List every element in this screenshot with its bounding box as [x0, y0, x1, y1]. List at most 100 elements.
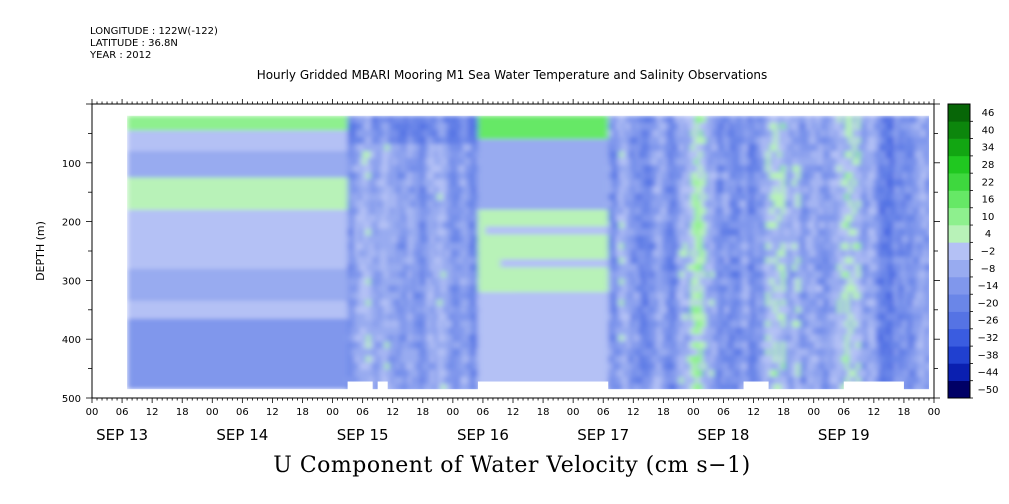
streak-cell: [355, 158, 360, 166]
streak-cell: [796, 263, 801, 272]
streak-cell: [754, 221, 760, 230]
streak-cell: [467, 221, 473, 230]
streak-cell: [747, 242, 752, 251]
streak-cell: [679, 228, 685, 237]
streak-cell: [732, 221, 737, 230]
streak-cell: [878, 200, 884, 209]
streak-cell: [415, 186, 420, 194]
streak-cell: [377, 376, 383, 385]
streak-cell: [456, 299, 461, 307]
streak-cell: [672, 278, 677, 286]
streak-cell: [615, 362, 621, 371]
streak-cell: [675, 136, 681, 145]
streak-cell: [736, 165, 741, 173]
streak-cell: [747, 369, 752, 378]
streak-cell: [769, 263, 775, 272]
streak-cell: [475, 193, 480, 202]
streak-cell: [653, 355, 658, 364]
streak-cell: [430, 214, 435, 223]
streak-cell: [694, 327, 700, 336]
streak-cell: [852, 179, 857, 187]
streak-cell: [373, 292, 379, 300]
streak-cell: [381, 151, 386, 159]
streak-cell: [411, 341, 416, 350]
streak-cell: [717, 313, 722, 321]
no-data-bottom: [92, 389, 934, 398]
streak-cell: [683, 129, 688, 138]
streak-cell: [799, 115, 805, 124]
streak-cell: [434, 376, 439, 385]
streak-cell: [890, 320, 895, 329]
streak-cell: [758, 151, 763, 159]
streak-cell: [449, 334, 454, 343]
streak-cell: [784, 256, 790, 265]
streak-cell: [751, 348, 756, 357]
streak-cell: [430, 221, 435, 230]
streak-cell: [754, 179, 760, 187]
streak-cell: [878, 256, 884, 265]
streak-cell: [897, 313, 903, 321]
streak-cell: [814, 355, 820, 364]
streak-cell: [464, 249, 469, 258]
streak-cell: [897, 278, 903, 286]
streak-cell: [385, 115, 390, 124]
streak-cell: [434, 115, 439, 124]
streak-cell: [623, 221, 628, 230]
streak-cell: [777, 143, 782, 152]
streak-cell: [642, 263, 647, 272]
streak-cell: [875, 376, 880, 385]
streak-cell: [822, 179, 827, 187]
streak-cell: [396, 129, 401, 138]
streak-cell: [882, 249, 887, 258]
streak-cell: [739, 129, 745, 138]
streak-cell: [392, 136, 398, 145]
streak-cell: [430, 200, 435, 209]
streak-cell: [373, 129, 379, 138]
streak-cell: [720, 122, 726, 131]
streak-cell: [638, 193, 643, 202]
streak-cell: [672, 306, 677, 314]
streak-cell: [916, 179, 921, 187]
streak-cell: [460, 207, 465, 216]
streak-cell: [419, 313, 424, 321]
streak-cell: [732, 214, 737, 223]
streak-cell: [471, 249, 477, 258]
streak-cell: [773, 214, 778, 223]
streak-cell: [362, 165, 368, 173]
streak-cell: [475, 362, 480, 371]
streak-cell: [856, 348, 861, 357]
streak-cell: [449, 151, 454, 159]
streak-cell: [901, 228, 906, 237]
streak-cell: [705, 136, 711, 145]
streak-cell: [373, 334, 379, 343]
streak-cell: [758, 369, 763, 378]
streak-cell: [732, 313, 737, 321]
streak-cell: [811, 122, 816, 131]
streak-cell: [897, 122, 903, 131]
streak-cell: [743, 320, 748, 329]
streak-cell: [822, 193, 827, 202]
streak-cell: [826, 249, 831, 258]
streak-cell: [799, 383, 805, 392]
streak-cell: [615, 285, 621, 293]
streak-cell: [871, 122, 876, 131]
layer-cell: [127, 209, 348, 269]
streak-cell: [445, 285, 450, 293]
streak-cell: [705, 376, 711, 385]
streak-cell: [619, 313, 624, 321]
streak-cell: [403, 270, 409, 279]
streak-cell: [411, 193, 416, 202]
streak-cell: [826, 376, 831, 385]
streak-cell: [799, 136, 805, 145]
streak-cell: [720, 355, 726, 364]
streak-cell: [916, 256, 921, 265]
streak-cell: [807, 151, 812, 159]
streak-cell: [396, 122, 401, 131]
streak-cell: [833, 256, 839, 265]
streak-cell: [724, 151, 730, 159]
streak-cell: [449, 341, 454, 350]
streak-cell: [373, 214, 379, 223]
streak-cell: [908, 348, 914, 357]
streak-cell: [860, 278, 865, 286]
streak-cell: [912, 348, 918, 357]
